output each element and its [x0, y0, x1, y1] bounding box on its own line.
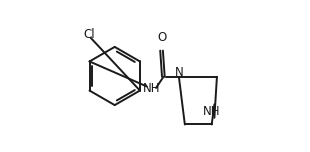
Text: Cl: Cl — [84, 28, 95, 41]
Text: NH: NH — [203, 105, 220, 117]
Text: O: O — [157, 31, 167, 44]
Text: NH: NH — [143, 82, 160, 95]
Text: N: N — [175, 66, 183, 79]
